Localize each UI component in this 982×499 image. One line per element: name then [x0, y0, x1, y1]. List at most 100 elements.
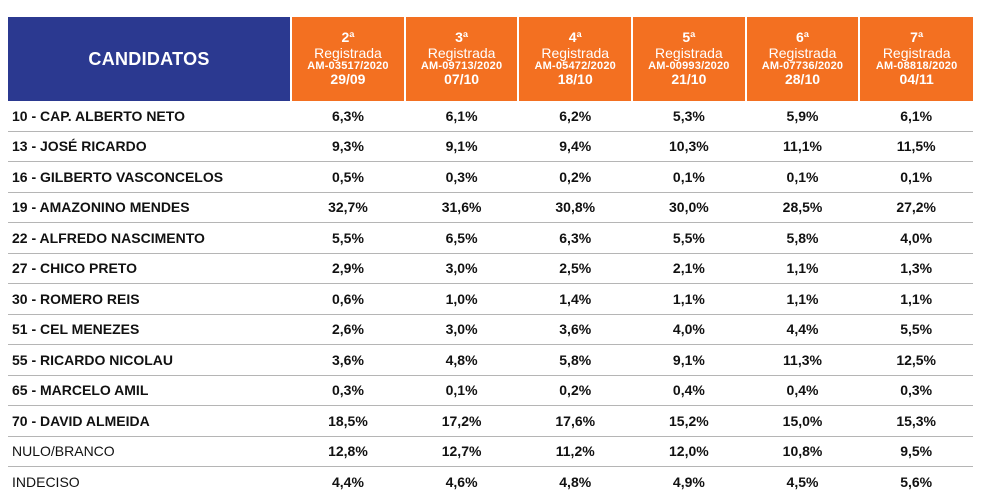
poll-value-cell: 28,5%	[745, 192, 860, 223]
poll-registration-code: AM-07736/2020	[761, 59, 844, 72]
poll-value-cell: 1,1%	[859, 283, 973, 315]
poll-value-cell: 0,1%	[859, 161, 973, 193]
poll-registration-code: AM-03517/2020	[307, 59, 389, 72]
poll-value-cell: 10,8%	[745, 436, 860, 467]
poll-ordinal: 7ª	[910, 29, 924, 46]
poll-value-cell: 4,4%	[745, 314, 860, 345]
poll-value-cell: 1,1%	[632, 283, 746, 315]
poll-value-cell: 0,2%	[518, 161, 633, 193]
poll-value-cell: 9,1%	[632, 344, 746, 376]
table-row: 13 - JOSÉ RICARDO 9,3% 9,1% 9,4% 10,3% 11,1% 1…	[8, 131, 973, 162]
poll-value-cell: 0,5%	[291, 161, 405, 193]
candidate-name: INDECISO	[12, 473, 80, 490]
poll-registration-code: AM-05472/2020	[534, 59, 616, 72]
poll-value-cell: 0,3%	[859, 375, 973, 406]
candidate-name: NULO/BRANCO	[8, 436, 292, 467]
candidate-name: 27 - CHICO PRETO	[8, 253, 292, 284]
poll-value-cell: 12,7%	[404, 436, 519, 467]
poll-header: 2ª Registrada AM-03517/2020 29/09	[291, 17, 406, 101]
poll-label: Registrada	[541, 44, 610, 61]
table-row: 19 - AMAZONINO MENDES 32,7% 31,6% 30,8% 30,0…	[8, 192, 973, 223]
poll-value-cell: 0,6%	[291, 283, 405, 315]
table-row: 55 - RICARDO NICOLAU 3,6% 4,8% 5,8% 9,1% 11,3…	[8, 344, 973, 376]
poll-value-cell: 2,5%	[518, 253, 633, 284]
poll-header: 7ª Registrada AM-08818/2020 04/11	[859, 17, 973, 101]
candidate-name: 16 - GILBERTO VASCONCELOS	[8, 161, 292, 193]
table-row: 10 - CAP. ALBERTO NETO 6,3% 6,1% 6,2% 5,3% 5,…	[8, 101, 973, 132]
poll-ordinal: 2ª	[341, 29, 355, 46]
poll-value-cell: 5,3%	[632, 101, 746, 132]
poll-value-cell: 6,1%	[859, 101, 973, 132]
poll-value-cell: 4,8%	[559, 473, 592, 490]
poll-value-cell: 1,3%	[859, 253, 973, 284]
poll-date: 29/09	[330, 71, 366, 88]
poll-registration-code: AM-08818/2020	[875, 59, 958, 72]
candidate-name: 51 - CEL MENEZES	[8, 314, 292, 345]
poll-ordinal: 4ª	[568, 29, 582, 46]
poll-value-cell: 12,0%	[632, 436, 746, 467]
table-row: 22 - ALFREDO NASCIMENTO 5,5% 6,5% 6,3% 5,5% 5…	[8, 222, 973, 254]
table-body: 10 - CAP. ALBERTO NETO 6,3% 6,1% 6,2% 5,3% 5,…	[8, 101, 973, 497]
candidate-name: 70 - DAVID ALMEIDA	[8, 405, 292, 437]
poll-value-cell: 10,3%	[632, 131, 746, 162]
poll-value-cell: 12,8%	[291, 436, 405, 467]
candidate-name: 22 - ALFREDO NASCIMENTO	[8, 222, 292, 254]
poll-value-cell: 4,0%	[632, 314, 746, 345]
poll-value-cell: 0,1%	[404, 375, 519, 406]
poll-label: Registrada	[768, 44, 837, 61]
poll-value-cell: 15,0%	[745, 405, 860, 437]
table-row: 70 - DAVID ALMEIDA 18,5% 17,2% 17,6% 15,2% 15…	[8, 405, 973, 437]
table-row: 16 - GILBERTO VASCONCELOS 0,5% 0,3% 0,2% 0,1…	[8, 161, 973, 193]
poll-value-cell: 2,1%	[632, 253, 746, 284]
poll-date: 18/10	[557, 71, 593, 88]
poll-header: 3ª Registrada AM-09713/2020 07/10	[404, 17, 520, 101]
poll-date: 21/10	[671, 71, 707, 88]
poll-value-cell: 11,2%	[518, 436, 633, 467]
poll-value-cell: 3,0%	[404, 253, 519, 284]
poll-value-cell: 30,0%	[632, 192, 746, 223]
poll-ordinal: 3ª	[455, 29, 469, 46]
poll-value-cell: 11,1%	[745, 131, 860, 162]
poll-value-cell: 5,8%	[745, 222, 860, 254]
table-row: 27 - CHICO PRETO 2,9% 3,0% 2,5% 2,1% 1,1% 1,3%	[8, 253, 973, 284]
poll-value-cell: 5,8%	[518, 344, 633, 376]
poll-value-cell: 5,6%	[900, 473, 933, 490]
poll-value-cell: 0,1%	[745, 161, 860, 193]
poll-date: 07/10	[444, 71, 480, 88]
candidate-name: 13 - JOSÉ RICARDO	[8, 131, 292, 162]
candidate-name: 19 - AMAZONINO MENDES	[8, 192, 292, 223]
candidate-name: 30 - ROMERO REIS	[8, 283, 292, 315]
poll-value-cell: 9,5%	[859, 436, 973, 467]
poll-value-cell: 18,5%	[291, 405, 405, 437]
poll-value-cell: 5,9%	[745, 101, 860, 132]
poll-value-cell: 0,3%	[291, 375, 405, 406]
poll-value-cell: 0,4%	[632, 375, 746, 406]
poll-value-cell: 4,4%	[331, 473, 364, 490]
poll-value-cell: 12,5%	[859, 344, 973, 376]
poll-value-cell: 4,0%	[859, 222, 973, 254]
poll-date: 04/11	[899, 71, 934, 88]
poll-label: Registrada	[427, 44, 496, 61]
poll-value-cell: 6,3%	[291, 101, 405, 132]
poll-value-cell: 0,2%	[518, 375, 633, 406]
poll-value-cell: 0,3%	[404, 161, 519, 193]
poll-value-cell: 6,1%	[404, 101, 519, 132]
poll-header: 5ª Registrada AM-00993/2020 21/10	[632, 17, 747, 101]
poll-value-cell: 4,9%	[672, 473, 705, 490]
poll-header: 6ª Registrada AM-07736/2020 28/10	[745, 17, 861, 101]
poll-value-cell: 6,3%	[518, 222, 633, 254]
candidates-header: CANDIDATOS	[8, 17, 293, 101]
poll-value-cell: 4,8%	[404, 344, 519, 376]
poll-value-cell: 2,6%	[291, 314, 405, 345]
poll-label: Registrada	[314, 44, 382, 61]
poll-label: Registrada	[655, 44, 723, 61]
poll-value-cell: 1,0%	[404, 283, 519, 315]
poll-ordinal: 6ª	[796, 29, 809, 46]
poll-value-cell: 27,2%	[859, 192, 973, 223]
candidate-name: 10 - CAP. ALBERTO NETO	[8, 101, 292, 132]
poll-value-cell: 30,8%	[518, 192, 633, 223]
poll-value-cell: 0,1%	[632, 161, 746, 193]
poll-value-cell: 9,1%	[404, 131, 519, 162]
poll-value-cell: 4,5%	[786, 473, 819, 490]
